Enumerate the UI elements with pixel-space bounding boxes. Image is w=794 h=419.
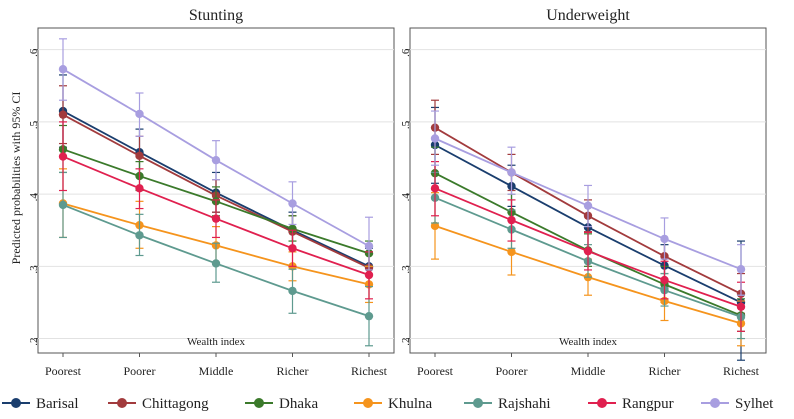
data-point: [135, 184, 144, 193]
legend: Barisal Chittagong Dhaka Khulna Rajshahi Rang…: [2, 396, 774, 412]
data-point: [288, 244, 297, 253]
legend-marker: [363, 398, 373, 408]
data-point: [211, 155, 221, 165]
data-point: [58, 152, 68, 161]
data-point: [430, 134, 440, 143]
legend-label: Khulna: [388, 396, 433, 412]
y-axis-label: Predicted probabilities with 95% CI: [9, 92, 23, 265]
data-point: [430, 221, 440, 231]
y-tick-label: .4: [400, 193, 412, 202]
x-tick-label: Richer: [649, 364, 681, 378]
y-tick-label: .3: [400, 265, 412, 274]
legend-marker: [117, 398, 127, 408]
x-tick-label: Middle: [571, 364, 606, 378]
x-tick-label: Poorer: [124, 364, 156, 378]
y-tick-label: .3: [28, 265, 40, 274]
data-point: [135, 109, 144, 119]
data-point: [288, 224, 297, 233]
x-tick-label: Poorest: [417, 364, 454, 378]
data-point: [288, 199, 297, 208]
legend-marker: [254, 398, 264, 408]
legend-marker: [473, 398, 483, 408]
legend-label: Dhaka: [279, 396, 318, 412]
legend-item-khulna: Khulna: [354, 396, 433, 412]
data-point: [58, 64, 68, 74]
y-tick-label: .2: [28, 338, 40, 346]
y-tick-label: .6: [400, 48, 412, 57]
x-tick-label: Richest: [723, 364, 760, 378]
data-point: [507, 168, 516, 177]
data-point: [364, 270, 374, 280]
stunting-panel: Stunting .2 .3 .4 .5 .6 Poorest Poorer Middle Ric…: [28, 7, 395, 378]
x-tick-label: Richer: [277, 364, 309, 378]
data-point: [660, 234, 669, 244]
series-sylhet: [58, 38, 374, 271]
legend-item-sylhet: Sylhet: [701, 396, 774, 412]
series-rangpur: [58, 121, 374, 300]
x-tick-label: Poorest: [45, 364, 82, 378]
legend-marker: [710, 398, 720, 408]
legend-label: Rangpur: [622, 396, 674, 412]
chart-title: Underweight: [546, 7, 630, 24]
y-tick-label: .5: [28, 120, 40, 129]
y-tick-label: .2: [400, 338, 412, 346]
legend-label: Rajshahi: [498, 396, 551, 412]
legend-label: Barisal: [36, 396, 79, 412]
data-point: [58, 110, 68, 119]
data-point: [364, 241, 374, 251]
legend-item-dhaka: Dhaka: [245, 396, 318, 412]
data-point: [135, 231, 144, 240]
x-tick-label: Middle: [199, 364, 234, 378]
data-point: [211, 214, 221, 223]
data-point: [364, 311, 374, 321]
legend-label: Chittagong: [142, 396, 209, 412]
data-point: [288, 286, 297, 296]
data-point: [507, 247, 516, 257]
chart-title: Stunting: [189, 7, 243, 24]
legend-marker: [11, 398, 21, 408]
x-axis-label: Wealth index: [187, 336, 246, 348]
data-point: [135, 151, 144, 161]
legend-marker: [597, 398, 607, 408]
data-point: [583, 201, 593, 210]
data-point: [736, 302, 746, 311]
y-tick-label: .6: [28, 48, 40, 57]
legend-item-barisal: Barisal: [2, 396, 79, 412]
data-point: [583, 246, 593, 256]
x-tick-label: Poorer: [496, 364, 528, 378]
legend-label: Sylhet: [735, 396, 774, 412]
data-point: [211, 259, 221, 268]
legend-item-rajshahi: Rajshahi: [464, 396, 551, 412]
series-sylhet: [430, 110, 746, 296]
y-tick-label: .4: [28, 193, 40, 202]
legend-item-rangpur: Rangpur: [588, 396, 674, 412]
underweight-panel: Underweight .2 .3 .4 .5 .6 Poorest Poorer Middle…: [400, 7, 767, 378]
x-axis-label: Wealth index: [559, 336, 618, 348]
x-tick-label: Richest: [351, 364, 388, 378]
data-point: [58, 200, 68, 210]
data-point: [660, 275, 669, 285]
legend-item-chittagong: Chittagong: [108, 396, 209, 412]
y-tick-label: .5: [400, 120, 412, 129]
data-point: [507, 215, 516, 225]
data-point: [736, 265, 746, 274]
data-point: [430, 184, 440, 193]
series-rajshahi: [58, 171, 374, 347]
